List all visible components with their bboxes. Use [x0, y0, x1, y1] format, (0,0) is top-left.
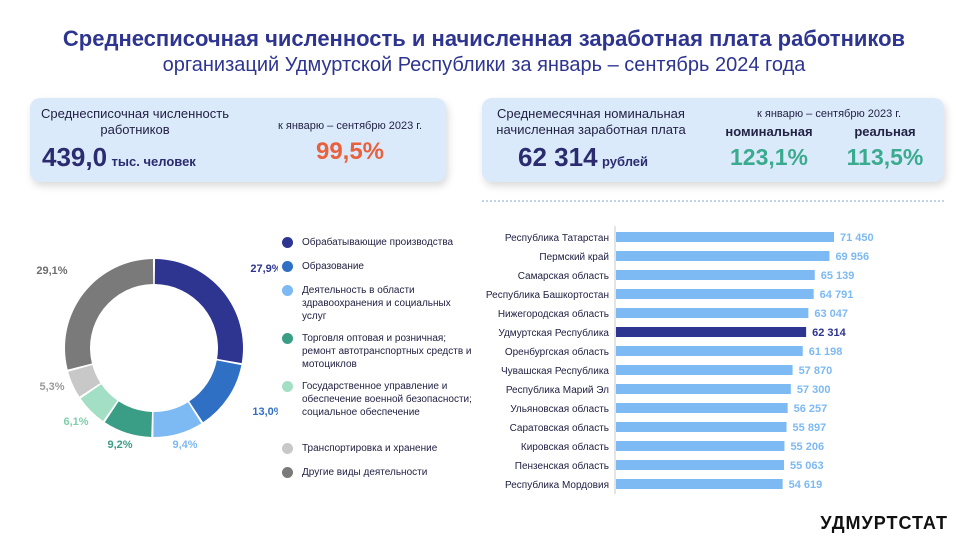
bar: [616, 308, 809, 318]
donut-slice: [68, 365, 101, 397]
salary-label: Среднемесячная номинальная начисленная з…: [496, 106, 686, 137]
bar-category-label: Удмуртская Республика: [498, 327, 609, 339]
bar-value-label: 55 206: [790, 441, 824, 453]
employees-compare-value: 99,5%: [315, 138, 385, 165]
salary-value-group: 62 314 рублей: [518, 142, 718, 173]
donut-slice: [80, 384, 118, 422]
salary-card: Среднемесячная номинальная начисленная з…: [482, 98, 944, 182]
bar: [616, 441, 785, 451]
bar-value-label: 65 139: [821, 270, 855, 282]
bar-category-label: Республика Татарстан: [505, 232, 609, 244]
bar-value-label: 56 257: [794, 403, 828, 415]
legend-label: Транспортировка и хранение: [302, 443, 438, 454]
bar: [616, 384, 791, 394]
bar-value-label: 55 897: [793, 422, 827, 434]
legend-swatch: [282, 467, 293, 478]
donut-slice-label: 5,3%: [39, 381, 64, 393]
donut-slice: [154, 259, 243, 364]
page-title: Среднесписочная численность и начисленна…: [62, 26, 906, 51]
bar-value-label: 54 619: [789, 479, 823, 491]
salary-unit: рублей: [601, 154, 648, 169]
donut-slice-label: 29,1%: [36, 265, 67, 277]
legend-label: Обрабатывающие производства: [302, 237, 454, 248]
real-label: реальная: [854, 124, 916, 139]
bar-value-label: 57 870: [799, 365, 833, 377]
legend-label: Другие виды деятельности: [302, 467, 428, 478]
udmurtstat-logo: УДМУРТСТАТ: [820, 513, 948, 533]
legend-swatch: [282, 261, 293, 272]
salary-compare-label: к январю – сентябрю 2023 г.: [757, 108, 901, 120]
bar-category-label: Саратовская область: [510, 422, 609, 434]
real-value: 113,5%: [846, 144, 924, 170]
nominal-label: номинальная: [725, 124, 813, 139]
bar-category-label: Ульяновская область: [510, 403, 609, 415]
legend-label: Государственное управление и обеспечение…: [302, 381, 472, 418]
divider: [482, 200, 944, 202]
legend-swatch: [282, 285, 293, 296]
salary-bar-chart: Республика Татарстан 71 450 Пермский край 6…: [486, 226, 874, 494]
bar: [616, 346, 803, 356]
bar-value-label: 64 791: [820, 289, 854, 301]
bar-category-label: Республика Башкортостан: [486, 289, 609, 301]
bar: [616, 327, 807, 337]
employees-label: Среднесписочная численность работников: [41, 106, 229, 137]
bar-category-label: Пермский край: [539, 252, 609, 263]
bar-category-label: Чувашская Республика: [501, 365, 609, 377]
bar: [616, 422, 787, 432]
bar-category-label: Пензенская область: [515, 460, 609, 472]
donut-slice: [189, 360, 242, 423]
employees-value: 439,0: [42, 142, 108, 172]
legend-swatch: [282, 443, 293, 454]
employees-unit: тыс. человек: [111, 154, 196, 169]
bar-category-label: Республика Марий Эл: [506, 384, 609, 396]
employment-donut-chart: 27,9% 13,0% 9,4% 9,2% 6,1% 5,3% 29,1%: [36, 259, 278, 451]
bar: [616, 232, 834, 242]
bar-value-label: 71 450: [840, 232, 874, 244]
nominal-value: 123,1%: [729, 144, 808, 170]
donut-slice-label: 27,9%: [250, 263, 278, 275]
bar: [616, 270, 815, 280]
bar-category-label: Самарская область: [518, 270, 609, 282]
bar: [616, 403, 788, 413]
donut-slice: [104, 401, 153, 437]
bar-category-label: Нижегородская область: [498, 308, 609, 320]
salary-value: 62 314: [518, 142, 598, 172]
bar-value-label: 62 314: [812, 327, 847, 339]
donut-slice-label: 13,0%: [252, 406, 278, 418]
donut-slice-label: 9,2%: [107, 439, 132, 451]
legend-swatch: [282, 237, 293, 248]
bar: [616, 365, 793, 375]
donut-slice-label: 9,4%: [172, 439, 197, 451]
bar-value-label: 69 956: [835, 251, 869, 263]
bar: [616, 460, 785, 470]
legend-swatch: [282, 381, 293, 392]
employees-card: Среднесписочная численность работников 4…: [30, 98, 446, 182]
bar-value-label: 61 198: [809, 346, 843, 358]
legend-label: Торговля оптовая и розничная; ремонт авт…: [302, 333, 472, 370]
legend-swatch: [282, 333, 293, 344]
bar-category-label: Республика Мордовия: [505, 479, 609, 491]
employees-value-group: 439,0 тыс. человек: [42, 142, 282, 173]
bar-category-label: Кировская область: [521, 441, 609, 453]
legend-label: Образование: [302, 261, 364, 272]
bar-value-label: 57 300: [797, 384, 831, 396]
legend-label: Деятельность в области здравоохранения и…: [302, 285, 451, 322]
bar-value-label: 55 063: [790, 460, 824, 472]
bar: [616, 479, 783, 489]
donut-slice-label: 6,1%: [63, 416, 88, 428]
bar-category-label: Оренбургская область: [505, 346, 609, 358]
bar: [616, 251, 830, 261]
donut-slice: [153, 402, 202, 437]
page-subtitle: организаций Удмуртской Республики за янв…: [162, 54, 806, 76]
employees-compare-label: к январю – сентябрю 2023 г.: [278, 120, 422, 132]
bar: [616, 289, 814, 299]
donut-slice: [65, 259, 154, 370]
bar-value-label: 63 047: [814, 308, 848, 320]
